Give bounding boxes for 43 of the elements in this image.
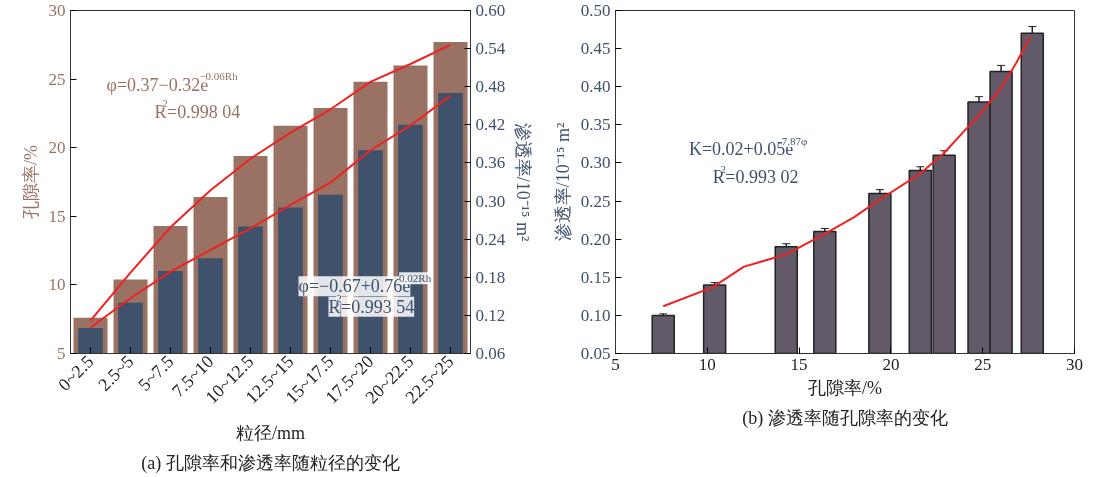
y-tick-label: 0.40 bbox=[580, 77, 611, 97]
annotation: φ=−0.67+0.76e0.02Rh bbox=[298, 272, 432, 297]
y-tick-label: 0.15 bbox=[580, 267, 611, 287]
y2-tick-label: 0.54 bbox=[475, 39, 506, 59]
y-tick-label: 20 bbox=[48, 138, 66, 158]
annotation: K=0.02+0.05e7.87φ bbox=[688, 135, 808, 160]
y-tick-label: 0.50 bbox=[580, 1, 611, 20]
x-tick-label: 30 bbox=[1066, 354, 1083, 374]
line-series bbox=[89, 94, 452, 329]
y-tick-label: 0.30 bbox=[580, 153, 611, 173]
y-tick-label: 30 bbox=[48, 1, 66, 20]
y2-tick-label: 0.42 bbox=[475, 115, 506, 135]
y2-tick-label: 0.06 bbox=[475, 344, 506, 363]
y-tick-label: 0.05 bbox=[580, 344, 611, 363]
y-axis-title: 渗透率/10⁻¹⁵ m² bbox=[552, 122, 573, 242]
y-axis-title: 孔隙率/% bbox=[20, 145, 41, 219]
y-tick-label: 10 bbox=[48, 275, 66, 295]
y2-tick-label: 0.60 bbox=[475, 1, 506, 20]
x-tick-label: 20 bbox=[882, 354, 900, 374]
y-tick-label: 25 bbox=[48, 69, 66, 89]
y2-tick-label: 0.48 bbox=[475, 77, 506, 97]
line-series bbox=[662, 35, 1032, 308]
x-tick-label: 25 bbox=[974, 354, 992, 374]
annotation: φ=0.37−0.32e−0.06Rh bbox=[106, 70, 239, 95]
x-tick-label: 15 bbox=[790, 354, 808, 374]
y-tick-label: 0.35 bbox=[580, 115, 611, 135]
y-tick-label: 0.45 bbox=[580, 39, 611, 59]
text: (b) 渗透率随孔隙率的变化 bbox=[742, 407, 948, 429]
x-axis-title: 粒径/mm bbox=[236, 422, 306, 443]
y2-tick-label: 0.18 bbox=[475, 267, 506, 287]
x-axis-title: 孔隙率/% bbox=[808, 377, 882, 398]
x-tick-label: 10 bbox=[698, 354, 716, 374]
y-tick-label: 0.20 bbox=[580, 229, 611, 249]
y-tick-label: 15 bbox=[48, 206, 66, 226]
line-series bbox=[89, 43, 452, 322]
y-tick-label: 0.10 bbox=[580, 305, 611, 325]
y2-tick-label: 0.30 bbox=[475, 191, 506, 211]
text: (a) 孔隙率和渗透率随粒径的变化 bbox=[141, 452, 400, 474]
y2-axis-title: 渗透率/10⁻¹⁵ m² bbox=[513, 122, 534, 242]
y-tick-label: 0.25 bbox=[580, 191, 611, 211]
y2-tick-label: 0.12 bbox=[475, 305, 506, 325]
y2-tick-label: 0.24 bbox=[475, 229, 506, 249]
y2-tick-label: 0.36 bbox=[475, 153, 506, 173]
